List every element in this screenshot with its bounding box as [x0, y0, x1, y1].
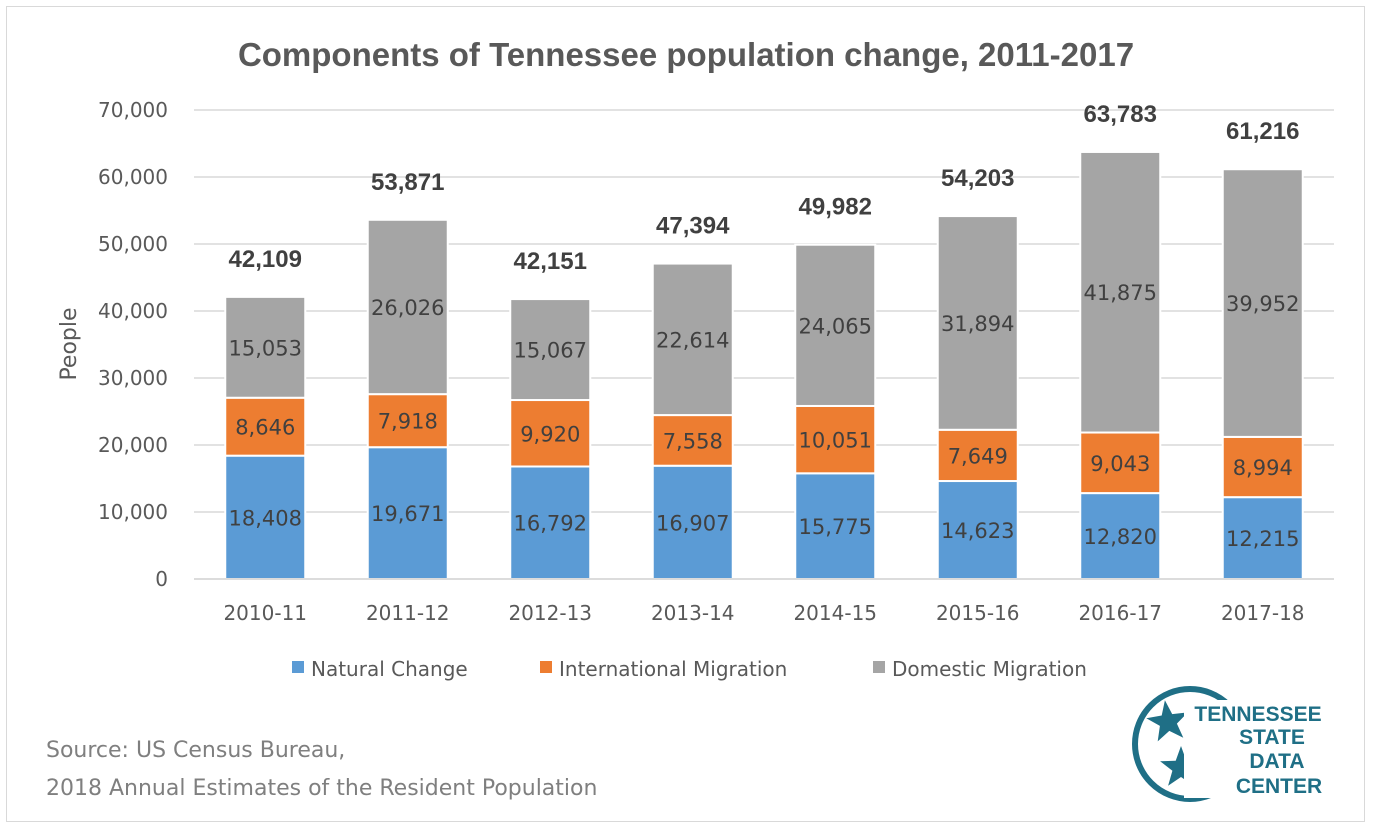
logo-text-backdrop — [1184, 700, 1330, 798]
y-tick-label: 0 — [155, 567, 168, 591]
natural-change-bar — [366, 446, 449, 581]
y-tick-label: 30,000 — [98, 366, 168, 390]
domestic-migration-bar — [224, 295, 307, 399]
y-tick-label: 40,000 — [98, 299, 168, 323]
total-label: 54,203 — [941, 165, 1014, 192]
total-label: 63,783 — [1084, 101, 1157, 128]
logo-text-line: STATE — [1239, 726, 1305, 749]
domestic-migration-label: 22,614 — [656, 328, 729, 352]
natural-change-label: 14,623 — [941, 519, 1014, 543]
natural-change-bar — [794, 472, 877, 580]
y-tick-label: 70,000 — [98, 98, 168, 122]
legend-natural-change: Natural Change — [292, 657, 468, 681]
total-label: 53,871 — [371, 169, 444, 196]
x-tick-label: 2016-17 — [1078, 601, 1162, 625]
natural-change-label: 18,408 — [229, 506, 302, 530]
x-tick-label: 2017-18 — [1221, 601, 1305, 625]
x-axis-ticks: 2010-11 2011-12 2012-13 2013-14 2014-15 2015-… — [223, 601, 1304, 625]
domestic-migration-bar — [794, 243, 877, 407]
international-migration-label: 10,051 — [799, 429, 872, 453]
international-migration-label: 7,918 — [378, 410, 438, 434]
logo-text-line: DATA — [1249, 750, 1304, 773]
international-migration-label: 8,646 — [235, 416, 295, 440]
international-migration-bar — [1221, 435, 1304, 499]
international-migration-bar — [366, 393, 449, 449]
international-migration-label: 7,558 — [663, 429, 723, 453]
natural-change-bar — [651, 464, 734, 581]
domestic-migration-label: 31,894 — [941, 312, 1014, 336]
legend-swatch — [292, 661, 304, 673]
domestic-migration-bar — [936, 215, 1019, 431]
natural-change-label: 12,215 — [1226, 527, 1299, 551]
legend-label: Natural Change — [311, 657, 468, 681]
domestic-migration-bar — [509, 298, 592, 402]
x-tick-label: 2010-11 — [223, 601, 307, 625]
natural-change-bar — [509, 465, 592, 580]
natural-change-label: 16,907 — [656, 511, 729, 535]
data-labels: 18,408 8,646 15,053 42,109 19,671 7,918 26,026… — [229, 101, 1300, 551]
x-tick-label: 2011-12 — [366, 601, 450, 625]
international-migration-bar — [1079, 431, 1162, 495]
natural-change-label: 12,820 — [1084, 525, 1157, 549]
natural-change-label: 16,792 — [514, 512, 587, 536]
chart-title: Components of Tennessee population chang… — [238, 36, 1134, 73]
legend: Natural Change International Migration Dom… — [292, 657, 1087, 681]
international-migration-bar — [936, 428, 1019, 483]
x-tick-label: 2014-15 — [793, 601, 877, 625]
legend-label: Domestic Migration — [892, 657, 1087, 681]
legend-swatch — [540, 661, 552, 673]
natural-change-label: 15,775 — [799, 515, 872, 539]
domestic-migration-bar — [1079, 150, 1162, 434]
natural-change-bar — [936, 480, 1019, 581]
bars — [224, 150, 1304, 581]
domestic-migration-label: 15,067 — [514, 339, 587, 363]
tennessee-state-data-center-logo: TENNESSEE STATE DATA CENTER — [1132, 686, 1330, 802]
gridlines — [194, 109, 1334, 513]
international-migration-label: 9,043 — [1090, 452, 1150, 476]
domestic-migration-bar — [651, 262, 734, 417]
x-tick-label: 2013-14 — [651, 601, 735, 625]
total-label: 42,151 — [514, 248, 587, 275]
domestic-migration-label: 24,065 — [799, 314, 872, 338]
international-migration-bar — [794, 404, 877, 475]
logo-text-line: CENTER — [1236, 775, 1322, 798]
source-line-1: Source: US Census Bureau, — [46, 738, 345, 763]
y-tick-label: 50,000 — [98, 232, 168, 256]
international-migration-label: 9,920 — [520, 422, 580, 446]
domestic-migration-bar — [1221, 168, 1304, 438]
international-migration-bar — [224, 396, 307, 457]
domestic-migration-label: 15,053 — [229, 336, 302, 360]
natural-change-bar — [224, 454, 307, 581]
x-tick-label: 2012-13 — [508, 601, 592, 625]
source-line-2: 2018 Annual Estimates of the Resident Po… — [46, 776, 597, 801]
legend-domestic-migration: Domestic Migration — [873, 657, 1087, 681]
logo-text-line: TENNESSEE — [1194, 703, 1321, 726]
x-tick-label: 2015-16 — [936, 601, 1020, 625]
star-icon — [1146, 700, 1188, 742]
total-label: 42,109 — [229, 246, 302, 273]
international-migration-bar — [509, 399, 592, 468]
y-tick-label: 20,000 — [98, 433, 168, 457]
y-tick-label: 60,000 — [98, 165, 168, 189]
legend-label: International Migration — [559, 657, 787, 681]
domestic-migration-label: 39,952 — [1226, 292, 1299, 316]
legend-international-migration: International Migration — [540, 657, 787, 681]
total-label: 61,216 — [1226, 118, 1299, 145]
domestic-migration-label: 26,026 — [371, 296, 444, 320]
legend-swatch — [873, 661, 885, 673]
y-axis-ticks: 0 10,000 20,000 30,000 40,000 50,000 60,000 70,… — [98, 98, 168, 591]
natural-change-bar — [1221, 496, 1304, 580]
y-tick-label: 10,000 — [98, 500, 168, 524]
star-icon — [1160, 746, 1202, 786]
domestic-migration-label: 41,875 — [1084, 281, 1157, 305]
natural-change-label: 19,671 — [371, 502, 444, 526]
total-label: 47,394 — [656, 213, 730, 240]
international-migration-bar — [651, 414, 734, 467]
total-label: 49,982 — [799, 194, 872, 221]
domestic-migration-bar — [366, 218, 449, 396]
international-migration-label: 7,649 — [948, 444, 1008, 468]
international-migration-label: 8,994 — [1233, 456, 1293, 480]
y-axis-label: People — [57, 307, 82, 380]
